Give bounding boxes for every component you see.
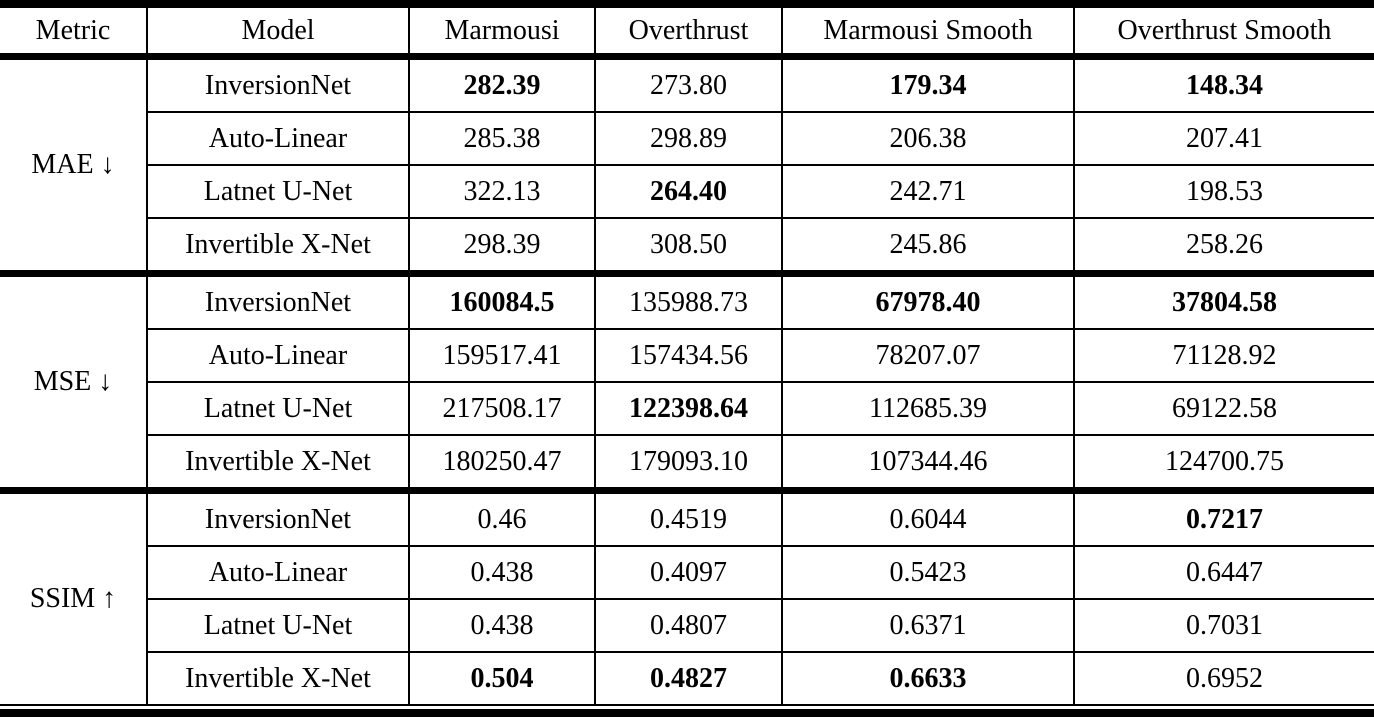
value-cell: 78207.07 bbox=[781, 329, 1074, 383]
col-header-marmousi-smooth: Marmousi Smooth bbox=[781, 4, 1074, 60]
metric-label: MAE ↓ bbox=[0, 56, 147, 277]
value-cell: 0.6447 bbox=[1073, 546, 1374, 600]
value-cell: 0.6633 bbox=[781, 652, 1074, 706]
header-row: Metric Model Marmousi Overthrust Marmous… bbox=[0, 4, 1374, 60]
value-cell: 179.34 bbox=[781, 56, 1074, 113]
table-row: Latnet U-Net 217508.17 122398.64 112685.… bbox=[0, 382, 1374, 436]
value-cell: 107344.46 bbox=[781, 435, 1074, 494]
value-cell: 207.41 bbox=[1073, 112, 1374, 166]
value-cell: 282.39 bbox=[408, 56, 595, 113]
table-row: Auto-Linear 159517.41 157434.56 78207.07… bbox=[0, 329, 1374, 383]
value-cell: 0.46 bbox=[408, 490, 595, 547]
value-cell: 298.39 bbox=[408, 218, 595, 277]
model-name: Latnet U-Net bbox=[146, 599, 409, 653]
value-cell: 0.4807 bbox=[594, 599, 782, 653]
value-cell: 0.4097 bbox=[594, 546, 782, 600]
model-name: Invertible X-Net bbox=[146, 435, 409, 494]
value-cell: 0.7217 bbox=[1073, 490, 1374, 547]
value-cell: 160084.5 bbox=[408, 273, 595, 330]
value-cell: 157434.56 bbox=[594, 329, 782, 383]
table-row: Auto-Linear 285.38 298.89 206.38 207.41 bbox=[0, 112, 1374, 166]
table-header: Metric Model Marmousi Overthrust Marmous… bbox=[0, 4, 1374, 60]
value-cell: 148.34 bbox=[1073, 56, 1374, 113]
value-cell: 308.50 bbox=[594, 218, 782, 277]
value-cell: 0.4519 bbox=[594, 490, 782, 547]
model-name: Invertible X-Net bbox=[146, 652, 409, 706]
value-cell: 112685.39 bbox=[781, 382, 1074, 436]
col-header-model: Model bbox=[146, 4, 409, 60]
table-row: Latnet U-Net 0.438 0.4807 0.6371 0.7031 bbox=[0, 599, 1374, 653]
metric-block-mae: MAE ↓ InversionNet 282.39 273.80 179.34 … bbox=[0, 56, 1374, 277]
model-name: InversionNet bbox=[146, 490, 409, 547]
value-cell: 37804.58 bbox=[1073, 273, 1374, 330]
metric-label: MSE ↓ bbox=[0, 273, 147, 494]
table-row: Invertible X-Net 180250.47 179093.10 107… bbox=[0, 435, 1374, 494]
value-cell: 242.71 bbox=[781, 165, 1074, 219]
col-header-overthrust-smooth: Overthrust Smooth bbox=[1073, 4, 1374, 60]
value-cell: 0.504 bbox=[408, 652, 595, 706]
table-row: MAE ↓ InversionNet 282.39 273.80 179.34 … bbox=[0, 56, 1374, 277]
metric-block-mse: MSE ↓ InversionNet 160084.5 135988.73 67… bbox=[0, 273, 1374, 494]
value-cell: 198.53 bbox=[1073, 165, 1374, 219]
value-cell: 285.38 bbox=[408, 112, 595, 166]
col-header-overthrust: Overthrust bbox=[594, 4, 782, 60]
model-name: Latnet U-Net bbox=[146, 165, 409, 219]
value-cell: 206.38 bbox=[781, 112, 1074, 166]
model-name: Auto-Linear bbox=[146, 112, 409, 166]
value-cell: 0.7031 bbox=[1073, 599, 1374, 653]
model-name: InversionNet bbox=[146, 273, 409, 330]
value-cell: 264.40 bbox=[594, 165, 782, 219]
value-cell: 0.6371 bbox=[781, 599, 1074, 653]
value-cell: 0.6952 bbox=[1073, 652, 1374, 706]
value-cell: 124700.75 bbox=[1073, 435, 1374, 494]
value-cell: 0.438 bbox=[408, 599, 595, 653]
value-cell: 0.4827 bbox=[594, 652, 782, 706]
value-cell: 67978.40 bbox=[781, 273, 1074, 330]
value-cell: 71128.92 bbox=[1073, 329, 1374, 383]
value-cell: 179093.10 bbox=[594, 435, 782, 494]
table-row: Invertible X-Net 0.504 0.4827 0.6633 0.6… bbox=[0, 652, 1374, 706]
col-header-marmousi: Marmousi bbox=[408, 4, 595, 60]
model-name: Auto-Linear bbox=[146, 329, 409, 383]
value-cell: 0.5423 bbox=[781, 546, 1074, 600]
value-cell: 0.438 bbox=[408, 546, 595, 600]
value-cell: 180250.47 bbox=[408, 435, 595, 494]
table-row: SSIM ↑ InversionNet 0.46 0.4519 0.6044 0… bbox=[0, 490, 1374, 706]
value-cell: 122398.64 bbox=[594, 382, 782, 436]
table-row: Latnet U-Net 322.13 264.40 242.71 198.53 bbox=[0, 165, 1374, 219]
value-cell: 0.6044 bbox=[781, 490, 1074, 547]
table-row: Auto-Linear 0.438 0.4097 0.5423 0.6447 bbox=[0, 546, 1374, 600]
metric-label: SSIM ↑ bbox=[0, 490, 147, 706]
model-name: Auto-Linear bbox=[146, 546, 409, 600]
table-bottom-rule bbox=[0, 709, 1374, 717]
col-header-metric: Metric bbox=[0, 4, 147, 60]
value-cell: 159517.41 bbox=[408, 329, 595, 383]
model-name: InversionNet bbox=[146, 56, 409, 113]
value-cell: 258.26 bbox=[1073, 218, 1374, 277]
model-name: Invertible X-Net bbox=[146, 218, 409, 277]
value-cell: 245.86 bbox=[781, 218, 1074, 277]
table-row: Invertible X-Net 298.39 308.50 245.86 25… bbox=[0, 218, 1374, 277]
value-cell: 273.80 bbox=[594, 56, 782, 113]
model-name: Latnet U-Net bbox=[146, 382, 409, 436]
value-cell: 69122.58 bbox=[1073, 382, 1374, 436]
value-cell: 298.89 bbox=[594, 112, 782, 166]
value-cell: 322.13 bbox=[408, 165, 595, 219]
metric-block-ssim: SSIM ↑ InversionNet 0.46 0.4519 0.6044 0… bbox=[0, 490, 1374, 706]
value-cell: 217508.17 bbox=[408, 382, 595, 436]
table-row: MSE ↓ InversionNet 160084.5 135988.73 67… bbox=[0, 273, 1374, 494]
value-cell: 135988.73 bbox=[594, 273, 782, 330]
